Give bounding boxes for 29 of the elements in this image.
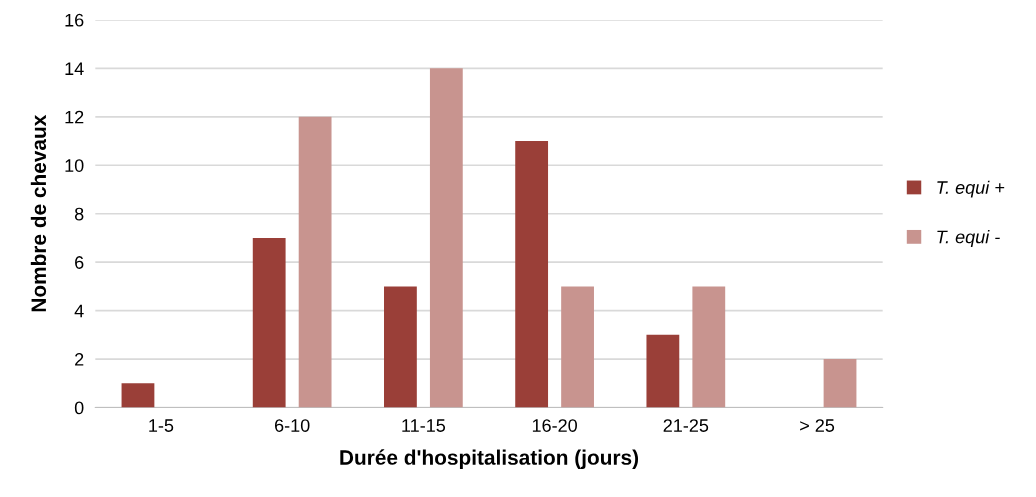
x-tick-label: 16-20 <box>532 419 577 432</box>
y-axis-title: Nombre de chevaux <box>30 114 47 312</box>
y-tick-label: 12 <box>65 110 84 124</box>
x-tick-label: 11-15 <box>402 419 446 432</box>
bar <box>515 141 549 408</box>
bar <box>252 237 286 408</box>
x-tick-label: 21-25 <box>663 419 709 432</box>
y-tick-label: 10 <box>65 159 84 172</box>
x-axis-title: Durée d'hospitalisation (jours) <box>340 449 639 469</box>
y-tick-label: 4 <box>74 304 84 318</box>
bar <box>646 334 680 408</box>
bar <box>561 286 594 408</box>
bar <box>692 286 726 408</box>
y-tick-label: 2 <box>75 353 84 366</box>
x-tick-label: 1-5 <box>149 419 174 432</box>
bar <box>121 383 155 408</box>
y-tick-label: 8 <box>74 207 84 221</box>
bar <box>298 116 332 408</box>
bar <box>384 286 417 408</box>
y-tick-label: 14 <box>65 62 84 75</box>
x-tick-label: 6-10 <box>275 419 310 432</box>
x-tick-label: > 25 <box>800 419 835 432</box>
y-tick-label: 6 <box>75 256 84 269</box>
y-tick-label: 0 <box>74 401 84 415</box>
bar <box>823 359 857 408</box>
y-tick-label: 16 <box>65 13 84 27</box>
legend-label: T. equi + <box>937 180 1005 198</box>
legend-label: T. equi - <box>937 230 1000 247</box>
bar <box>429 68 463 408</box>
